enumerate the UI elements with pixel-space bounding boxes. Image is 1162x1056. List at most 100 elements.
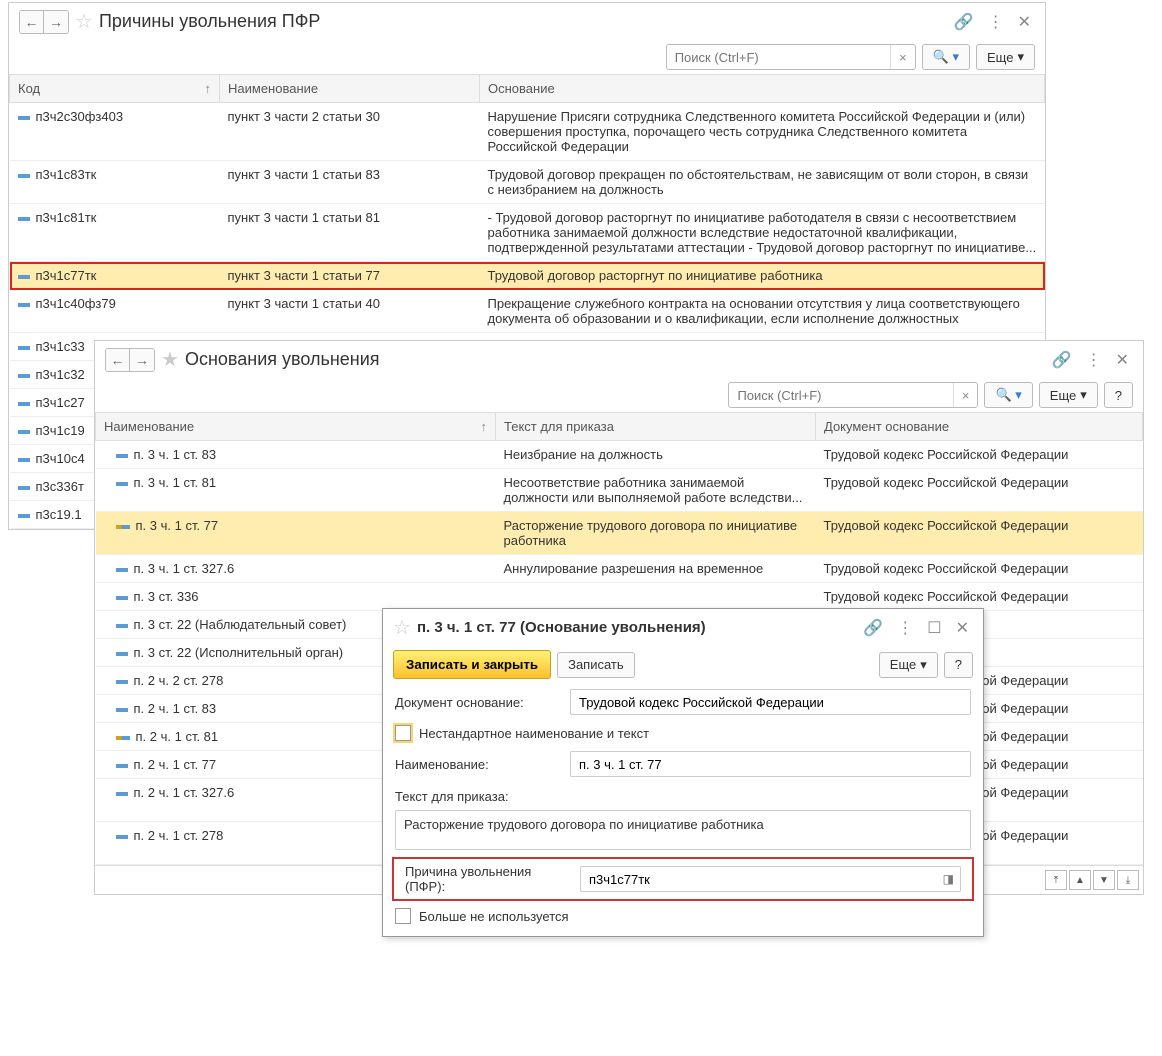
col-name[interactable]: Наименование (220, 75, 480, 103)
link-icon[interactable]: 🔗 (859, 618, 887, 638)
checkbox-nonstd[interactable] (395, 725, 411, 741)
sort-icon: ↑ (481, 419, 488, 434)
close-icon[interactable]: ✕ (1112, 350, 1133, 370)
menu-icon[interactable]: ⋮ (1082, 350, 1106, 370)
back-button[interactable]: ← (20, 11, 44, 33)
row-icon (18, 514, 30, 518)
menu-icon[interactable]: ⋮ (893, 618, 917, 638)
more-button[interactable]: Еще ▾ (879, 652, 938, 678)
toolbar: × 🔍 ▾ Еще ▾ ? (95, 378, 1143, 412)
row-icon (18, 430, 30, 434)
label-nonstd: Нестандартное наименование и текст (419, 726, 649, 741)
table-row[interactable]: п3ч1с83ткпункт 3 части 1 статьи 83Трудов… (10, 161, 1045, 204)
search-clear-icon[interactable]: × (890, 45, 915, 69)
row-icon (18, 458, 30, 462)
input-doc[interactable] (570, 689, 971, 715)
row-icon (116, 835, 128, 839)
menu-icon[interactable]: ⋮ (984, 12, 1008, 32)
open-icon[interactable]: ◨ (937, 872, 960, 886)
row-icon (116, 596, 128, 600)
row-icon (116, 482, 128, 486)
table-row[interactable]: п3ч2с30фз403пункт 3 части 2 статьи 30Нар… (10, 103, 1045, 161)
row-unused: Больше не используется (383, 904, 983, 936)
toolbar: × 🔍 ▾ Еще ▾ (9, 40, 1045, 74)
close-icon[interactable]: ✕ (952, 618, 973, 638)
favorite-icon[interactable]: ☆ (75, 9, 93, 34)
textarea-order[interactable]: Расторжение трудового договора по инициа… (395, 810, 971, 850)
checkbox-unused[interactable] (395, 908, 411, 924)
sort-icon: ↑ (205, 81, 212, 96)
table-row[interactable]: п. 3 ч. 1 ст. 77Расторжение трудового до… (96, 512, 1143, 555)
search-input[interactable] (667, 50, 890, 65)
nav-group: ← → (105, 348, 155, 372)
label-name: Наименование: (395, 757, 560, 772)
save-button[interactable]: Записать (557, 652, 635, 678)
table-row[interactable]: п. 3 ч. 1 ст. 327.6Аннулирование разреше… (96, 555, 1143, 583)
row-icon (116, 624, 128, 628)
nav-group: ← → (19, 10, 69, 34)
link-icon[interactable]: 🔗 (950, 12, 978, 32)
favorite-icon[interactable]: ☆ (393, 615, 411, 640)
table-row[interactable]: п3ч1с40фз79пункт 3 части 1 статьи 40Прек… (10, 290, 1045, 333)
row-icon (18, 374, 30, 378)
row-order-label: Текст для приказа: (383, 783, 983, 810)
row-icon (116, 525, 130, 529)
scroll-top-icon[interactable]: ⤒ (1045, 870, 1067, 890)
search-input[interactable] (729, 388, 952, 403)
input-reason-wrapper: ◨ (580, 866, 961, 892)
close-icon[interactable]: ✕ (1014, 12, 1035, 32)
search-clear-icon[interactable]: × (953, 383, 978, 407)
table-row[interactable]: п. 3 ст. 336Трудовой кодекс Российской Ф… (96, 583, 1143, 611)
scroll-down-icon[interactable]: ▼ (1093, 870, 1115, 890)
search-button[interactable]: 🔍 ▾ (984, 382, 1032, 408)
table-row[interactable]: п. 3 ч. 1 ст. 81Несоответствие работника… (96, 469, 1143, 512)
toolbar: Записать и закрыть Записать Еще ▾ ? (383, 646, 983, 683)
help-button[interactable]: ? (1104, 382, 1133, 408)
link-icon[interactable]: 🔗 (1048, 350, 1076, 370)
help-button[interactable]: ? (944, 652, 973, 678)
col-basis[interactable]: Основание (480, 75, 1045, 103)
scroll-up-icon[interactable]: ▲ (1069, 870, 1091, 890)
row-icon (116, 708, 128, 712)
titlebar: ← → ★ Основания увольнения 🔗 ⋮ ✕ (95, 341, 1143, 378)
col-code[interactable]: Код↑ (10, 75, 220, 103)
row-icon (18, 217, 30, 221)
row-icon (18, 275, 30, 279)
save-close-button[interactable]: Записать и закрыть (393, 650, 551, 679)
maximize-icon[interactable]: ☐ (923, 618, 945, 638)
more-button[interactable]: Еще ▾ (1039, 382, 1098, 408)
search-button[interactable]: 🔍 ▾ (922, 44, 970, 70)
favorite-icon[interactable]: ★ (161, 347, 179, 372)
window-title: Причины увольнения ПФР (99, 11, 944, 32)
row-doc: Документ основание: (383, 683, 983, 721)
table-row[interactable]: п. 3 ч. 1 ст. 83Неизбрание на должностьТ… (96, 441, 1143, 469)
row-icon (116, 792, 128, 796)
table-row[interactable]: п3ч1с77ткпункт 3 части 1 статьи 77Трудов… (10, 262, 1045, 290)
label-unused: Больше не используется (419, 909, 569, 924)
row-reason-pfr: Причина увольнения (ПФР): ◨ (393, 858, 973, 900)
forward-button[interactable]: → (44, 11, 68, 33)
search-box: × (666, 44, 916, 70)
row-icon (116, 454, 128, 458)
input-name[interactable] (570, 751, 971, 777)
input-reason[interactable] (581, 872, 937, 887)
row-icon (116, 736, 130, 740)
col-doc[interactable]: Документ основание (816, 413, 1143, 441)
row-icon (18, 402, 30, 406)
forward-button[interactable]: → (130, 349, 154, 371)
label-reason: Причина увольнения (ПФР): (405, 864, 570, 894)
titlebar: ☆ п. 3 ч. 1 ст. 77 (Основание увольнения… (383, 609, 983, 646)
col-order-text[interactable]: Текст для приказа (496, 413, 816, 441)
row-icon (18, 174, 30, 178)
dialog-title: п. 3 ч. 1 ст. 77 (Основание увольнения) (417, 619, 853, 636)
more-button[interactable]: Еще ▾ (976, 44, 1035, 70)
row-nonstd: Нестандартное наименование и текст (383, 721, 983, 745)
dialog-base-edit: ☆ п. 3 ч. 1 ст. 77 (Основание увольнения… (382, 608, 984, 937)
scroll-bottom-icon[interactable]: ⤓ (1117, 870, 1139, 890)
back-button[interactable]: ← (106, 349, 130, 371)
col-name[interactable]: Наименование↑ (96, 413, 496, 441)
row-name: Наименование: (383, 745, 983, 783)
table-row[interactable]: п3ч1с81ткпункт 3 части 1 статьи 81- Труд… (10, 204, 1045, 262)
row-icon (18, 346, 30, 350)
row-icon (116, 680, 128, 684)
